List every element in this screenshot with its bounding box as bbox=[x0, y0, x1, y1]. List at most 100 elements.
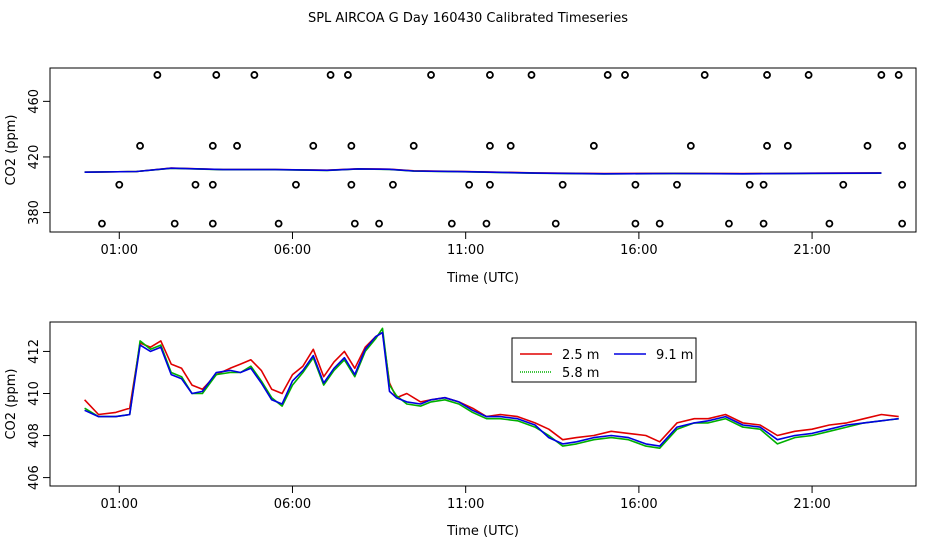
legend-label-9-1m: 9.1 m bbox=[656, 348, 693, 363]
scatter-point bbox=[898, 219, 907, 228]
scatter-point bbox=[326, 71, 335, 79]
scatter-point bbox=[98, 219, 106, 228]
bottom-x-tick-label: 01:00 bbox=[101, 497, 138, 512]
scatter-point bbox=[527, 71, 536, 79]
bottom-series-lines bbox=[84, 327, 899, 450]
scatter-point bbox=[686, 141, 695, 150]
scatter-point bbox=[898, 141, 907, 150]
bottom-series-line-9-1-m bbox=[84, 331, 899, 447]
legend-label-5-8m: 5.8 m bbox=[562, 366, 599, 381]
scatter-point bbox=[486, 180, 494, 189]
scatter-point bbox=[208, 219, 217, 228]
scatter-point bbox=[877, 71, 886, 79]
scatter-point bbox=[170, 219, 179, 228]
bottom-y-axis-label: CO2 (ppm) bbox=[4, 368, 19, 439]
scatter-point bbox=[558, 180, 567, 189]
top-series-lines bbox=[84, 167, 882, 175]
scatter-point bbox=[389, 180, 397, 189]
scatter-point bbox=[783, 141, 792, 150]
scatter-point bbox=[551, 219, 560, 228]
top-panel: 01:00 06:00 11:00 16:00 21:00 380 420 460 Time… bbox=[4, 67, 917, 286]
scatter-point bbox=[250, 71, 259, 79]
scatter-point bbox=[350, 219, 359, 228]
top-y-tick-label: 380 bbox=[27, 200, 42, 225]
top-series-line-9-1-m bbox=[84, 167, 882, 175]
legend-label-2-5m: 2.5 m bbox=[562, 348, 599, 363]
figure-title: SPL AIRCOA G Day 160430 Calibrated Times… bbox=[308, 11, 628, 26]
scatter-point bbox=[655, 219, 664, 228]
scatter-point bbox=[631, 219, 640, 228]
bottom-x-tick-label: 11:00 bbox=[447, 497, 484, 512]
top-y-axis: 380 420 460 bbox=[27, 89, 50, 225]
top-x-tick-label: 11:00 bbox=[447, 243, 484, 258]
bottom-y-axis: 406 408 410 412 bbox=[27, 339, 50, 490]
bottom-y-tick-label: 408 bbox=[27, 423, 42, 448]
scatter-point bbox=[621, 71, 629, 79]
scatter-point bbox=[804, 71, 813, 79]
scatter-point bbox=[745, 180, 754, 189]
scatter-point bbox=[825, 219, 834, 228]
bottom-x-axis-label: Time (UTC) bbox=[446, 524, 519, 539]
bottom-series-line-2-5-m bbox=[84, 331, 899, 443]
scatter-point bbox=[115, 180, 124, 189]
legend: 2.5 m 9.1 m 5.8 m bbox=[511, 337, 697, 383]
top-x-tick-label: 16:00 bbox=[620, 243, 657, 258]
scatter-point bbox=[589, 141, 598, 150]
scatter-point bbox=[631, 180, 640, 189]
bottom-panel-frame bbox=[49, 321, 917, 487]
top-y-tick-label: 420 bbox=[27, 145, 42, 170]
scatter-point bbox=[347, 180, 356, 189]
top-x-tick-label: 21:00 bbox=[793, 243, 830, 258]
scatter-point bbox=[375, 219, 383, 228]
top-panel-frame bbox=[49, 67, 917, 233]
scatter-point bbox=[136, 141, 144, 150]
scatter-point bbox=[309, 141, 318, 150]
scatter-point bbox=[898, 180, 907, 189]
scatter-point bbox=[486, 141, 494, 150]
bottom-panel: 01:00 06:00 11:00 16:00 21:00 406 408 410 412 T… bbox=[4, 321, 917, 539]
scatter-point bbox=[700, 71, 709, 79]
top-y-axis-label: CO2 (ppm) bbox=[4, 114, 19, 185]
scatter-point bbox=[292, 180, 300, 189]
legend-box bbox=[511, 337, 697, 383]
scatter-point bbox=[763, 71, 771, 79]
bottom-series-line-5-8-m bbox=[84, 327, 899, 450]
scatter-point bbox=[208, 180, 217, 189]
bottom-y-tick-label: 412 bbox=[27, 339, 42, 364]
scatter-point bbox=[486, 71, 494, 79]
scatter-point bbox=[839, 180, 848, 189]
top-x-axis-label: Time (UTC) bbox=[446, 271, 519, 286]
scatter-point bbox=[894, 71, 903, 79]
scatter-point bbox=[673, 180, 681, 189]
scatter-point bbox=[725, 219, 733, 228]
scatter-point bbox=[212, 71, 221, 79]
scatter-point bbox=[153, 71, 162, 79]
scatter-point bbox=[208, 141, 217, 150]
bottom-y-tick-label: 410 bbox=[27, 381, 42, 406]
scatter-point bbox=[759, 219, 768, 228]
top-x-tick-label: 06:00 bbox=[274, 243, 311, 258]
scatter-point bbox=[759, 180, 768, 189]
scatter-point bbox=[447, 219, 456, 228]
scatter-point bbox=[347, 141, 356, 150]
top-y-tick-label: 460 bbox=[27, 89, 42, 114]
bottom-x-axis: 01:00 06:00 11:00 16:00 21:00 bbox=[101, 486, 831, 512]
scatter-point bbox=[233, 141, 241, 150]
scatter-point bbox=[506, 141, 515, 150]
scatter-point bbox=[465, 180, 474, 189]
bottom-x-tick-label: 06:00 bbox=[274, 497, 311, 512]
scatter-point bbox=[863, 141, 872, 150]
scatter-point bbox=[409, 141, 418, 150]
scatter-point bbox=[482, 219, 491, 228]
scatter-point bbox=[763, 141, 771, 150]
scatter-point bbox=[344, 71, 352, 79]
scatter-point bbox=[274, 219, 283, 228]
bottom-y-tick-label: 406 bbox=[27, 465, 42, 490]
scatter-point bbox=[191, 180, 200, 189]
top-x-axis: 01:00 06:00 11:00 16:00 21:00 bbox=[101, 232, 831, 258]
bottom-x-tick-label: 16:00 bbox=[620, 497, 657, 512]
scatter-point bbox=[603, 71, 612, 79]
top-scatter-points bbox=[98, 71, 907, 228]
